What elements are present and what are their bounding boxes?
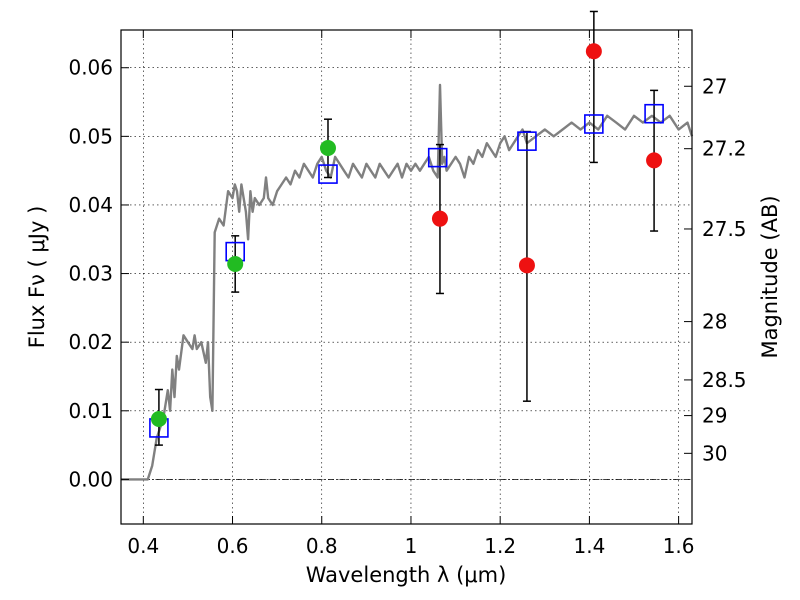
detection-point	[319, 140, 336, 157]
plot-frame	[120, 29, 693, 525]
y-tick-label: 0.05	[68, 124, 113, 148]
y-axis-label: Flux Fν ( μJy )	[25, 206, 49, 349]
x-tick-label: 1.2	[484, 534, 516, 558]
x-tick-label: 0.4	[127, 534, 159, 558]
tick-layer: 0.4 0.6 0.8 1 1.2 1.4 1.6 0.00 0.01 0.02 0.03 0.04 0…	[68, 30, 747, 558]
right-tick-label: 28.5	[702, 368, 747, 392]
x-tick-label: 1.4	[573, 534, 605, 558]
model-photometry-square	[517, 131, 537, 151]
model-photometry-square	[318, 164, 338, 184]
x-tick-label: 1.6	[663, 534, 695, 558]
x-tick-label: 0.8	[306, 534, 338, 558]
right-tick-label: 29	[702, 404, 727, 428]
right-tick-label: 27.5	[702, 217, 747, 241]
right-tick-label: 27	[702, 74, 727, 98]
limit-point	[518, 257, 535, 274]
right-axis-label: Magnitude (AB)	[758, 195, 782, 358]
model-photometry-square	[584, 114, 604, 134]
model-photometry-square	[644, 103, 664, 124]
right-tick-label: 30	[702, 441, 727, 465]
sed-model-layer	[121, 83, 694, 481]
x-tick-label: 1	[405, 534, 418, 558]
y-tick-label: 0.04	[68, 193, 113, 217]
y-tick-label: 0.02	[68, 330, 113, 354]
sed-model-line	[121, 83, 694, 481]
y-tick-label: 0.06	[68, 56, 113, 80]
limit-point	[585, 43, 602, 60]
detection-point	[227, 255, 244, 272]
x-axis-label: Wavelength λ (μm)	[306, 563, 507, 587]
right-tick-label: 28	[702, 310, 727, 334]
detection-point	[150, 411, 167, 428]
limit-point	[646, 152, 663, 169]
y-tick-label: 0.03	[68, 262, 113, 286]
y-tick-label: 0.00	[68, 467, 113, 491]
right-tick-label: 27.2	[702, 137, 747, 161]
model-photometry-square	[427, 147, 448, 168]
x-tick-label: 0.6	[217, 534, 249, 558]
y-tick-label: 0.01	[68, 399, 113, 423]
flux-point-layer	[150, 43, 663, 428]
limit-point	[431, 210, 448, 227]
